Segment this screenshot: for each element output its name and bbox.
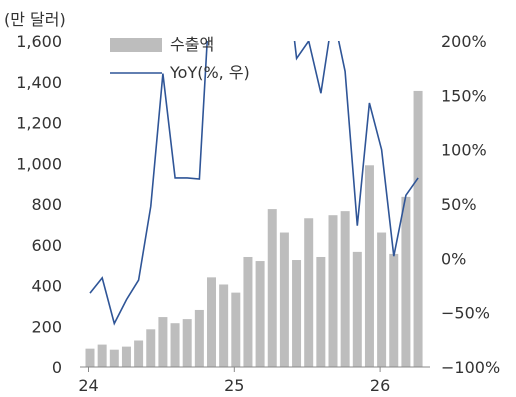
right-tick-label: −50% <box>441 304 490 323</box>
left-tick-label: 200 <box>31 317 62 336</box>
bar <box>207 277 216 367</box>
bar <box>328 215 338 367</box>
legend-bar-swatch <box>110 38 162 52</box>
left-tick-label: 600 <box>31 236 62 255</box>
right-tick-label: 50% <box>441 195 477 214</box>
bar <box>413 90 423 367</box>
right-tick-label: 200% <box>441 32 487 51</box>
legend-line-label: YoY(%, 우) <box>169 63 250 82</box>
x-tick-label: 24 <box>78 376 98 395</box>
bar <box>243 256 253 367</box>
left-tick-label: 1,400 <box>16 73 62 92</box>
left-tick-label: 1,600 <box>16 32 62 51</box>
left-tick-label: 800 <box>31 195 62 214</box>
right-tick-label: −100% <box>441 358 500 377</box>
bar <box>121 346 131 367</box>
x-tick-label: 26 <box>370 376 390 395</box>
bar <box>377 232 387 367</box>
bar <box>170 323 180 367</box>
bar <box>340 211 350 367</box>
bar <box>134 340 144 367</box>
left-axis-ticks: 0 200 400 600 800 1,000 1,200 1,400 1,600 <box>16 32 62 377</box>
bar <box>267 209 277 367</box>
x-axis-ticks: 24 25 26 <box>78 367 390 395</box>
right-tick-label: 100% <box>441 141 487 160</box>
right-tick-label: 0% <box>441 249 466 268</box>
bar <box>194 309 204 367</box>
bar <box>316 256 326 367</box>
bar <box>231 292 241 367</box>
bar <box>109 349 119 367</box>
bar <box>85 348 95 367</box>
bar <box>255 261 265 367</box>
bar <box>219 284 229 367</box>
bar <box>182 319 192 367</box>
bar <box>304 218 314 367</box>
bar <box>364 165 374 367</box>
bar <box>279 232 289 367</box>
x-tick-label: 25 <box>224 376 244 395</box>
left-tick-label: 1,000 <box>16 154 62 173</box>
left-axis-unit-label: (만 달러) <box>4 10 66 29</box>
left-tick-label: 1,200 <box>16 114 62 133</box>
bar <box>158 317 168 367</box>
left-tick-label: 400 <box>31 277 62 296</box>
line-series <box>89 41 419 326</box>
bar <box>389 253 399 367</box>
bar <box>352 251 362 367</box>
bar <box>146 329 156 367</box>
left-tick-label: 0 <box>52 358 62 377</box>
right-axis-ticks: −100% −50% 0% 50% 100% 150% 200% <box>441 32 500 377</box>
bar <box>292 260 302 367</box>
yoy-line <box>89 41 419 326</box>
right-tick-label: 150% <box>441 86 487 105</box>
bar-series <box>85 90 423 367</box>
legend: 수출액 YoY(%, 우) <box>110 35 250 82</box>
legend-bar-label: 수출액 <box>170 35 214 54</box>
bar <box>401 196 411 367</box>
bar <box>97 344 107 367</box>
